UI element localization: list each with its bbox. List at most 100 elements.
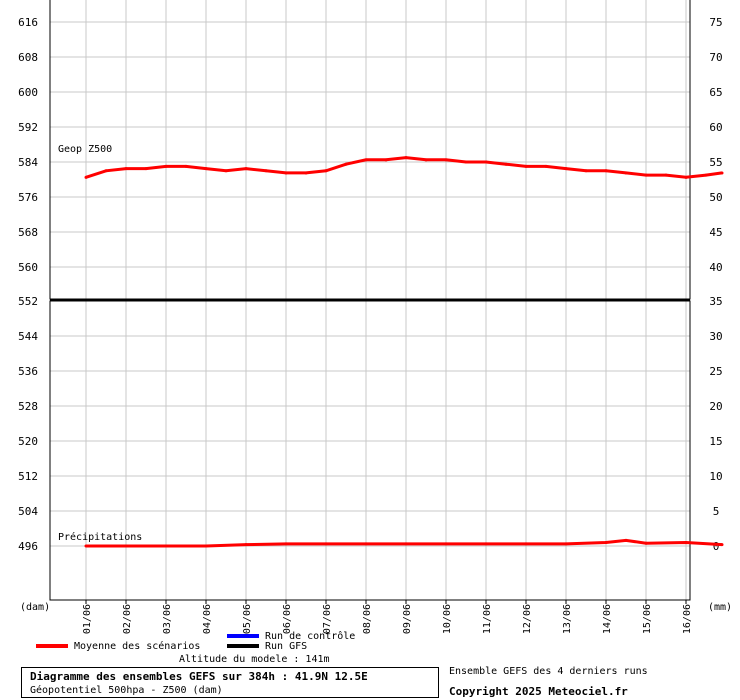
mean-point-precip bbox=[164, 544, 168, 548]
mean-point-z500 bbox=[720, 171, 724, 175]
xtick-label: 12/06 bbox=[522, 604, 533, 634]
mean-point-precip bbox=[684, 541, 688, 544]
ytick-right: 70 bbox=[709, 51, 722, 64]
model-altitude: Altitude du modele : 141m bbox=[179, 654, 330, 665]
mean-point-z500 bbox=[584, 169, 588, 173]
mean-point-z500 bbox=[624, 171, 628, 175]
mean-point-z500 bbox=[544, 164, 548, 168]
mean-point-z500 bbox=[364, 158, 368, 162]
ytick-left: 496 bbox=[18, 540, 38, 553]
mean-point-precip bbox=[444, 542, 448, 546]
ytick-left: 592 bbox=[18, 121, 38, 134]
mean-point-z500 bbox=[264, 169, 268, 173]
mean-point-precip bbox=[720, 543, 724, 547]
legend-control-label: Run de contrôle bbox=[265, 631, 356, 642]
ytick-left: 576 bbox=[18, 191, 38, 204]
ytick-right: 5 bbox=[713, 505, 720, 518]
xtick-label: 05/06 bbox=[242, 604, 253, 634]
mean-point-precip bbox=[204, 544, 208, 548]
xtick-label: 03/06 bbox=[162, 604, 173, 634]
copyright: Copyright 2025 Meteociel.fr bbox=[449, 685, 628, 698]
panel-frame-z500 bbox=[49, 0, 691, 300]
mean-point-z500 bbox=[224, 169, 228, 173]
xtick-label: 02/06 bbox=[122, 604, 133, 634]
xtick-label: 06/06 bbox=[282, 604, 293, 634]
mean-point-precip bbox=[564, 542, 568, 546]
mean-point-precip bbox=[524, 542, 528, 546]
legend-control: Run de contrôle bbox=[227, 631, 355, 642]
mean-point-z500 bbox=[464, 160, 468, 164]
mean-point-z500 bbox=[644, 173, 648, 177]
mean-point-precip bbox=[124, 544, 128, 548]
ytick-right: 15 bbox=[709, 435, 722, 448]
mean-point-precip bbox=[604, 541, 608, 544]
xtick-label: 07/06 bbox=[322, 604, 333, 634]
mean-point-z500 bbox=[324, 169, 328, 173]
ytick-right: 65 bbox=[709, 86, 722, 99]
xtick-label: 11/06 bbox=[482, 604, 493, 634]
mean-point-z500 bbox=[504, 162, 508, 166]
mean-point-precip bbox=[364, 542, 368, 546]
xtick-label: 15/06 bbox=[642, 604, 653, 634]
legend-mean: Moyenne des scénarios bbox=[36, 641, 200, 652]
mean-point-precip bbox=[84, 544, 88, 548]
panel-label-precip: Précipitations bbox=[58, 531, 142, 543]
xtick-label: 10/06 bbox=[442, 604, 453, 634]
mean-point-z500 bbox=[604, 169, 608, 173]
y-unit-right: (mm) bbox=[708, 602, 732, 613]
xtick-label: 14/06 bbox=[602, 604, 613, 634]
ytick-left: 584 bbox=[18, 156, 38, 169]
legend-mean-swatch bbox=[36, 644, 68, 648]
ytick-right: 10 bbox=[709, 470, 722, 483]
ytick-right: 40 bbox=[709, 261, 722, 274]
ytick-left: 544 bbox=[18, 330, 38, 343]
ytick-right: 20 bbox=[709, 400, 722, 413]
mean-point-precip bbox=[484, 542, 488, 546]
mean-point-precip bbox=[624, 538, 628, 542]
mean-point-z500 bbox=[104, 169, 108, 173]
ytick-left: 520 bbox=[18, 435, 38, 448]
mean-line-precip bbox=[86, 538, 723, 548]
mean-point-z500 bbox=[124, 167, 128, 171]
ytick-left: 616 bbox=[18, 16, 38, 29]
mean-point-z500 bbox=[284, 171, 288, 175]
xtick-label: 09/06 bbox=[402, 604, 413, 634]
xtick-label: 04/06 bbox=[202, 604, 213, 634]
ensemble-note: Ensemble GEFS des 4 derniers runs bbox=[449, 666, 648, 677]
ytick-left: 504 bbox=[18, 505, 38, 518]
legend-gfs-label: Run GFS bbox=[265, 641, 308, 652]
ytick-left: 512 bbox=[18, 470, 38, 483]
mean-point-z500 bbox=[344, 162, 348, 166]
ytick-right: 55 bbox=[709, 156, 722, 169]
mean-point-z500 bbox=[424, 158, 428, 162]
legend-gfs-swatch bbox=[227, 644, 259, 648]
mean-point-z500 bbox=[384, 158, 388, 162]
ytick-left: 552 bbox=[18, 295, 38, 308]
mean-line-z500 bbox=[85, 156, 723, 179]
mean-point-z500 bbox=[84, 175, 88, 179]
mean-point-z500 bbox=[704, 173, 708, 177]
ytick-right: 35 bbox=[709, 295, 722, 308]
ytick-right: 60 bbox=[709, 121, 722, 134]
mean-point-z500 bbox=[664, 173, 668, 177]
ytick-left: 560 bbox=[18, 261, 38, 274]
panel-frame-precip bbox=[49, 300, 691, 601]
xtick-label: 13/06 bbox=[562, 604, 573, 634]
mean-point-z500 bbox=[444, 158, 448, 162]
ytick-left: 568 bbox=[18, 226, 38, 239]
mean-point-precip bbox=[404, 542, 408, 546]
ytick-left: 536 bbox=[18, 365, 38, 378]
ytick-right: 45 bbox=[709, 226, 722, 239]
mean-point-z500 bbox=[164, 164, 168, 168]
ytick-left: 600 bbox=[18, 86, 38, 99]
info-box: Diagramme des ensembles GEFS sur 384h : … bbox=[21, 667, 439, 698]
ytick-right: 25 bbox=[709, 365, 722, 378]
ytick-left: 608 bbox=[18, 51, 38, 64]
legend-gfs: Run GFS bbox=[227, 641, 307, 652]
ytick-left: 528 bbox=[18, 400, 38, 413]
xtick-label: 08/06 bbox=[362, 604, 373, 634]
mean-point-precip bbox=[244, 543, 248, 547]
mean-point-precip bbox=[284, 542, 288, 546]
mean-point-z500 bbox=[564, 167, 568, 171]
